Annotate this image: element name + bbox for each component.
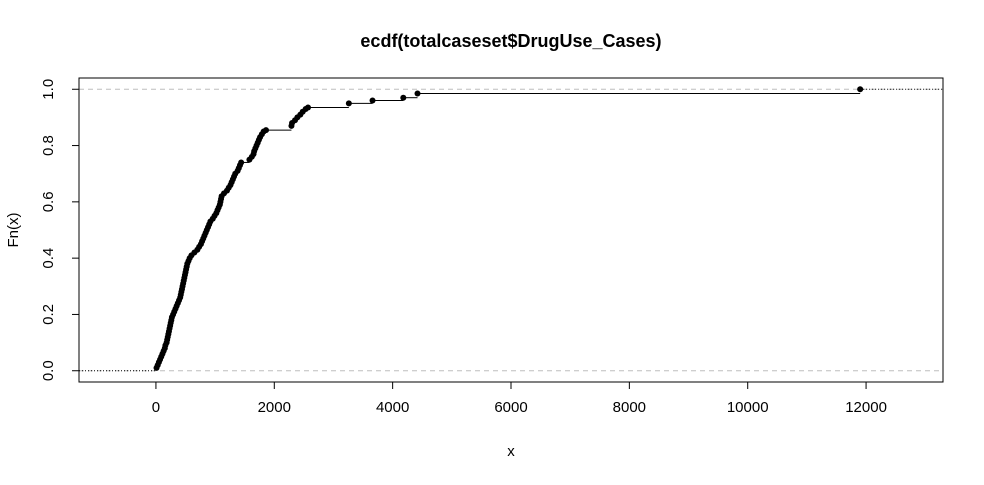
data-point [263,127,270,134]
x-tick-label: 8000 [613,399,646,416]
y-tick-label: 0.0 [40,360,57,381]
reference-lines [79,88,943,372]
x-tick-label: 0 [152,399,160,416]
y-tick-label: 1.0 [40,79,57,100]
y-tick-label: 0.2 [40,304,57,325]
x-tick-label: 6000 [494,399,527,416]
data-point [400,94,407,101]
y-axis-label: Fn(x) [5,213,22,248]
data-point [369,97,376,104]
data-point [857,86,864,93]
x-tick-label: 12000 [845,399,887,416]
x-tick-label: 2000 [258,399,291,416]
x-tick-label: 4000 [376,399,409,416]
y-tick-label: 0.8 [40,135,57,156]
x-axis-label: x [507,443,515,460]
y-axis: 0.0 0.2 0.4 0.6 0.8 1.0 [40,79,80,381]
x-tick-label: 10000 [727,399,769,416]
x-axis: 0 2000 4000 6000 8000 10000 12000 [152,381,887,416]
data-point [414,90,421,97]
data-point [305,104,312,111]
y-tick-label: 0.4 [40,248,57,269]
chart-title: ecdf(totalcaseset$DrugUse_Cases) [360,31,661,51]
y-tick-label: 0.6 [40,191,57,212]
data-points [153,86,864,371]
data-point [238,159,245,166]
data-point [345,100,352,107]
